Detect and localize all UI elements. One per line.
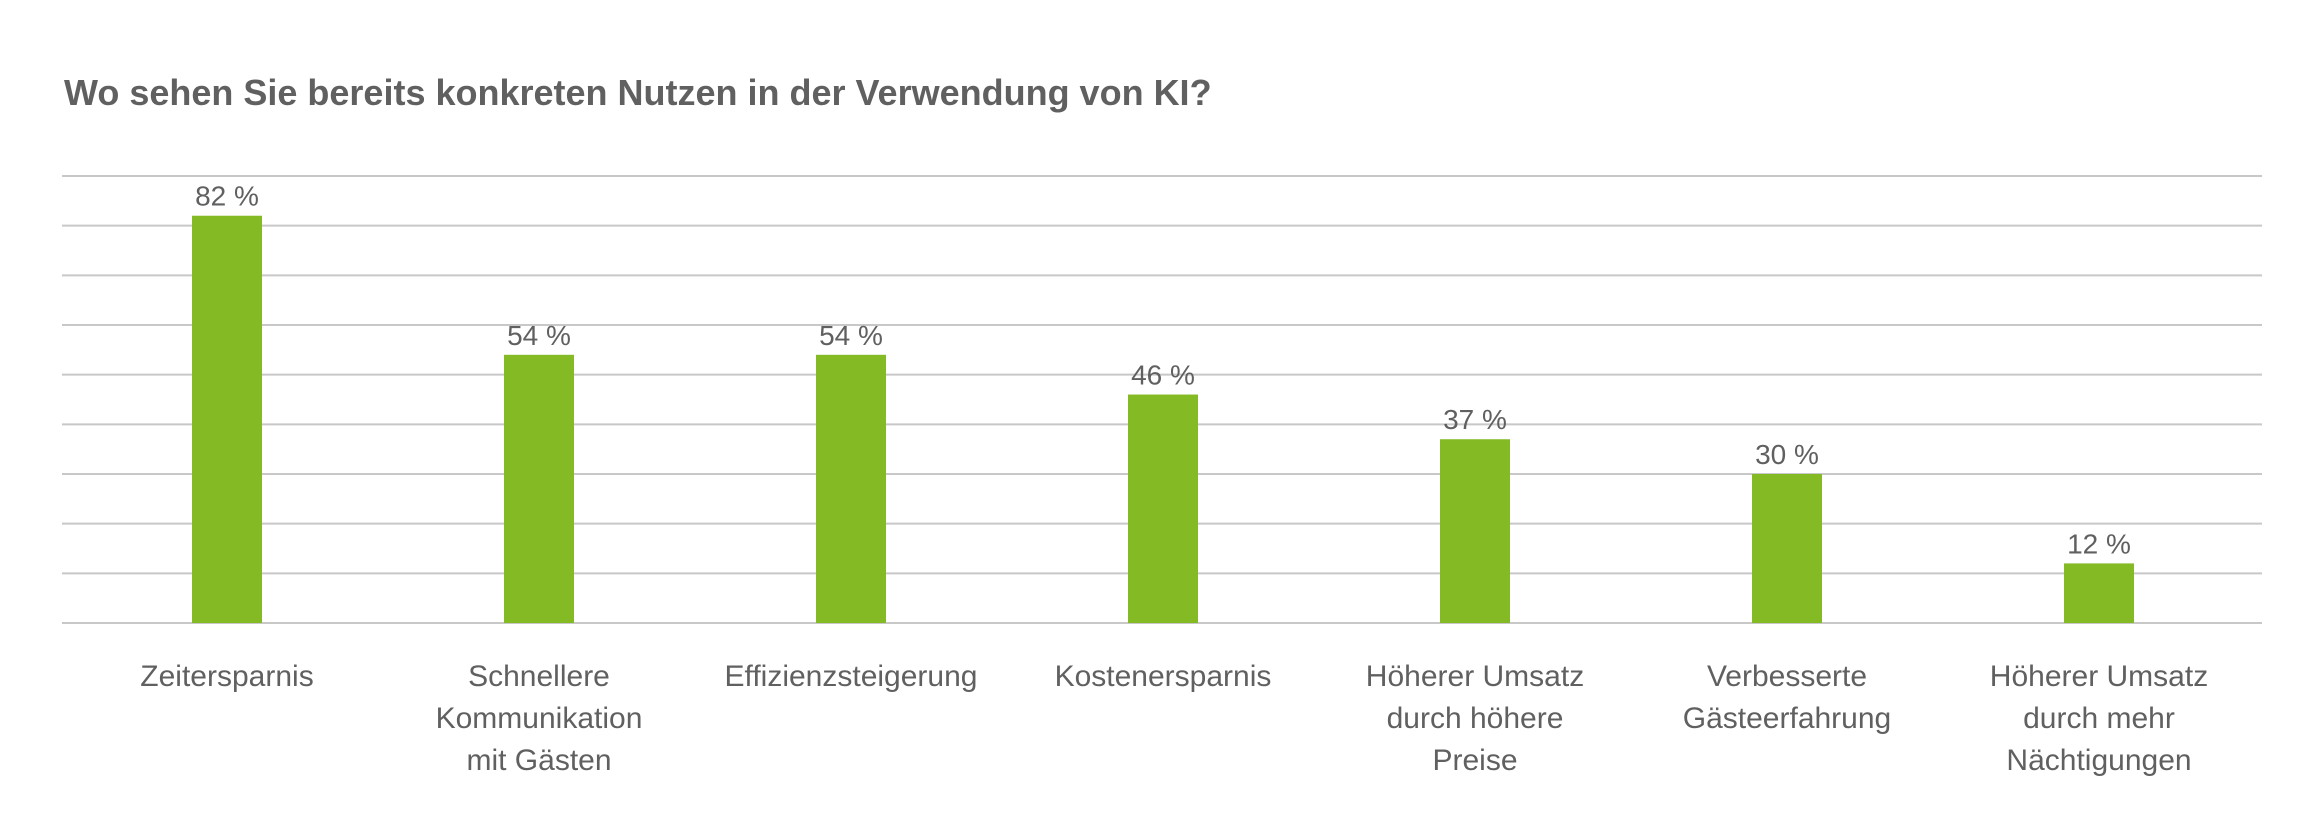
bar xyxy=(1128,394,1198,623)
data-label: 46 % xyxy=(1131,360,1195,391)
category-label-line: mit Gästen xyxy=(466,744,611,777)
category-tick-label: Schnellere Kommunikation mit Gästen xyxy=(436,660,643,777)
category-label-line: Höherer Umsatz xyxy=(1990,660,2208,693)
category-label-line: Zeitersparnis xyxy=(140,660,313,693)
data-label: 54 % xyxy=(819,320,883,351)
data-label: 12 % xyxy=(2067,528,2131,559)
category-label-line: Kostenersparnis xyxy=(1055,660,1272,693)
bar xyxy=(504,354,574,623)
category-label-line: durch mehr xyxy=(2023,702,2175,735)
chart-title: Wo sehen Sie bereits konkreten Nutzen in… xyxy=(64,72,1212,113)
bar xyxy=(816,354,886,623)
category-label-line: Gästeerfahrung xyxy=(1683,702,1891,735)
category-label-line: Verbesserte xyxy=(1707,660,1867,693)
bar xyxy=(2064,563,2134,623)
data-label: 30 % xyxy=(1755,439,1819,470)
category-tick-label: Effizienzsteigerung xyxy=(725,660,978,693)
category-label-line: durch höhere xyxy=(1387,702,1564,735)
bar xyxy=(1440,439,1510,623)
data-label: 54 % xyxy=(507,320,571,351)
category-tick-label: Zeitersparnis xyxy=(140,660,313,693)
category-label-line: Effizienzsteigerung xyxy=(725,660,978,693)
category-label-line: Nächtigungen xyxy=(2006,744,2191,777)
bar xyxy=(1752,474,1822,623)
category-label-line: Höherer Umsatz xyxy=(1366,660,1584,693)
category-tick-label: Kostenersparnis xyxy=(1055,660,1272,693)
data-label: 37 % xyxy=(1443,404,1507,435)
data-label: 82 % xyxy=(195,181,259,212)
category-label-line: Kommunikation xyxy=(436,702,643,735)
category-tick-label: Höherer Umsatz durch höhere Preise xyxy=(1366,660,1584,777)
category-label-line: Preise xyxy=(1432,744,1517,777)
category-tick-label: Verbesserte Gästeerfahrung xyxy=(1683,660,1891,735)
category-tick-label: Höherer Umsatz durch mehr Nächtigungen xyxy=(1990,660,2208,777)
bar xyxy=(192,215,262,623)
category-label-line: Schnellere xyxy=(468,660,610,693)
